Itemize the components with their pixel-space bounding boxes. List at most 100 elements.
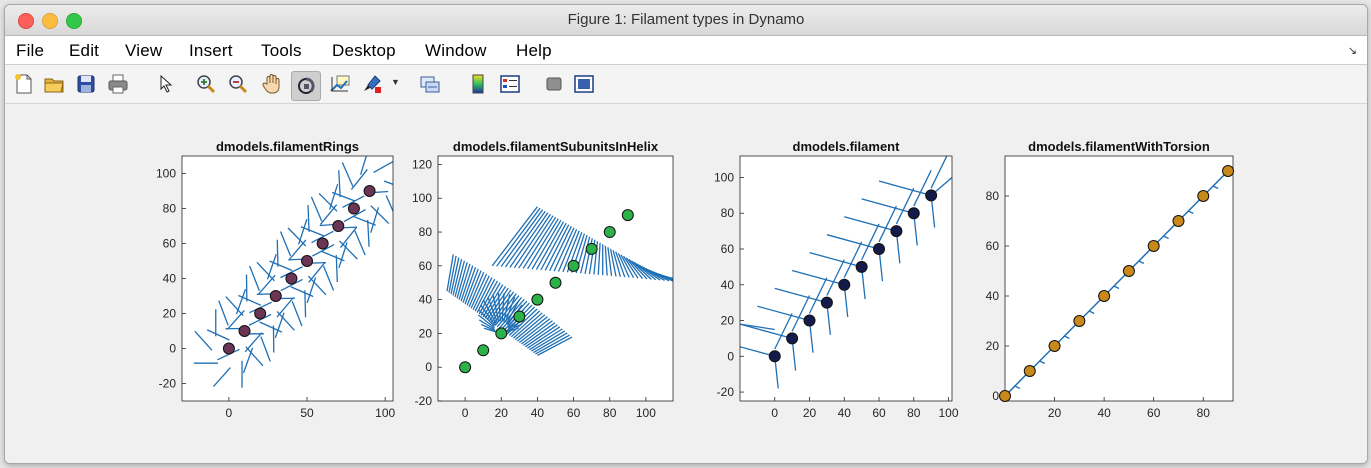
- brush-icon[interactable]: [361, 73, 383, 95]
- ring-vector: [318, 192, 338, 212]
- data-point: [531, 293, 544, 306]
- helix-vector: [506, 327, 519, 333]
- menu-tools[interactable]: Tools: [261, 41, 302, 60]
- data-point: [1122, 265, 1135, 277]
- helix-vector: [516, 316, 548, 342]
- ring-vector: [269, 260, 293, 272]
- save-icon[interactable]: [75, 73, 97, 95]
- ring-vector: [225, 296, 244, 316]
- ring-vector: [238, 294, 262, 306]
- data-point: [301, 255, 314, 267]
- data-cursor-icon[interactable]: [329, 73, 351, 95]
- hide-plot-tools-icon[interactable]: [543, 73, 565, 95]
- helix-vector: [615, 251, 626, 278]
- y-tick-label: 20: [721, 314, 735, 328]
- y-tick-label: 100: [714, 170, 734, 184]
- data-point: [222, 342, 235, 355]
- triad-vector: [878, 205, 897, 243]
- helix-vector: [501, 292, 505, 322]
- menu-insert[interactable]: Insert: [189, 41, 233, 60]
- ring-vector: [367, 219, 370, 247]
- title-bar: Figure 1: Filament types in Dynamo: [5, 5, 1367, 36]
- helix-vector: [483, 327, 497, 333]
- menu-help[interactable]: Help: [516, 41, 552, 60]
- ring-vector: [279, 231, 292, 257]
- helix-vector: [520, 320, 553, 345]
- open-file-icon[interactable]: [43, 73, 65, 95]
- helix-vector: [533, 332, 568, 354]
- ring-vector: [276, 239, 279, 267]
- ring-vector: [280, 278, 303, 292]
- pointer-icon[interactable]: [155, 73, 177, 95]
- legend-icon[interactable]: [499, 73, 521, 95]
- rotate-3d-button[interactable]: [291, 71, 321, 101]
- link-plot-icon[interactable]: [419, 73, 441, 95]
- menu-edit[interactable]: Edit: [69, 41, 100, 60]
- helix-vector: [510, 310, 541, 338]
- helix-vector: [607, 247, 613, 277]
- chevron-double-down-icon[interactable]: ↘: [1347, 45, 1357, 57]
- data-point: [567, 259, 580, 272]
- ring-vector: [339, 227, 357, 248]
- plots-svg[interactable]: 0 50 100 -20 0 20 40 60 80 100 dmodels.filamentRin…: [5, 104, 1367, 463]
- y-tick-label: 120: [412, 157, 432, 171]
- helix-vector: [508, 308, 538, 336]
- ring-vector: [206, 329, 230, 341]
- helix-vector: [529, 328, 563, 351]
- plot-area: [1005, 156, 1233, 401]
- chart-title: dmodels.filamentWithTorsion: [1028, 139, 1210, 154]
- helix-vector: [482, 284, 504, 318]
- ring-vector: [276, 311, 295, 331]
- axes-box: [1004, 155, 1234, 402]
- helix-vector: [462, 267, 477, 303]
- close-window-icon[interactable]: [18, 13, 34, 29]
- helix-vector: [531, 219, 562, 270]
- helix-vector: [464, 268, 479, 305]
- menu-view[interactable]: View: [125, 41, 163, 60]
- tangent-vector: [1188, 210, 1194, 215]
- ring-vector: [245, 346, 264, 367]
- helix-vector: [450, 257, 460, 295]
- brush-dropdown-icon[interactable]: ▼: [391, 77, 400, 87]
- print-icon[interactable]: [107, 73, 129, 95]
- triad-vector: [808, 277, 828, 314]
- ring-vector: [274, 312, 285, 339]
- ring-vector: [350, 169, 368, 190]
- menu-file[interactable]: File: [16, 41, 45, 60]
- colorbar-icon[interactable]: [467, 73, 489, 95]
- triad-vector: [843, 241, 863, 278]
- vector-field: [1005, 170, 1229, 397]
- zoom-in-icon[interactable]: [195, 73, 217, 95]
- new-figure-icon[interactable]: [13, 73, 35, 95]
- helix-vector: [522, 216, 557, 269]
- helix-vector: [494, 295, 520, 326]
- ring-vector: [304, 290, 307, 318]
- y-tick-label: 40: [721, 278, 735, 292]
- ring-vector: [300, 226, 324, 237]
- pan-hand-icon[interactable]: [261, 73, 283, 95]
- helix-vector: [654, 273, 673, 280]
- helix-vector: [522, 322, 556, 346]
- minimize-window-icon[interactable]: [42, 13, 58, 29]
- helix-vector: [514, 314, 546, 341]
- data-point: [513, 310, 526, 323]
- triad-vector: [740, 346, 775, 357]
- data-point: [495, 327, 508, 340]
- show-plot-tools-icon[interactable]: [573, 73, 595, 95]
- zoom-window-icon[interactable]: [66, 13, 82, 29]
- helix-vector: [527, 218, 559, 270]
- ring-vector: [310, 196, 323, 222]
- helix-vector: [478, 309, 496, 327]
- y-tick-label: -20: [415, 394, 433, 408]
- axes-box: [739, 155, 953, 402]
- data-point: [1222, 165, 1235, 177]
- tangent-vector: [1163, 235, 1169, 240]
- triad-vector: [740, 323, 775, 331]
- menu-window[interactable]: Window: [425, 41, 487, 60]
- data-point: [238, 325, 251, 337]
- helix-vector: [492, 293, 517, 325]
- zoom-out-icon[interactable]: [227, 73, 249, 95]
- ring-vector: [373, 160, 393, 173]
- menu-desktop[interactable]: Desktop: [332, 41, 396, 60]
- data-point: [907, 207, 920, 220]
